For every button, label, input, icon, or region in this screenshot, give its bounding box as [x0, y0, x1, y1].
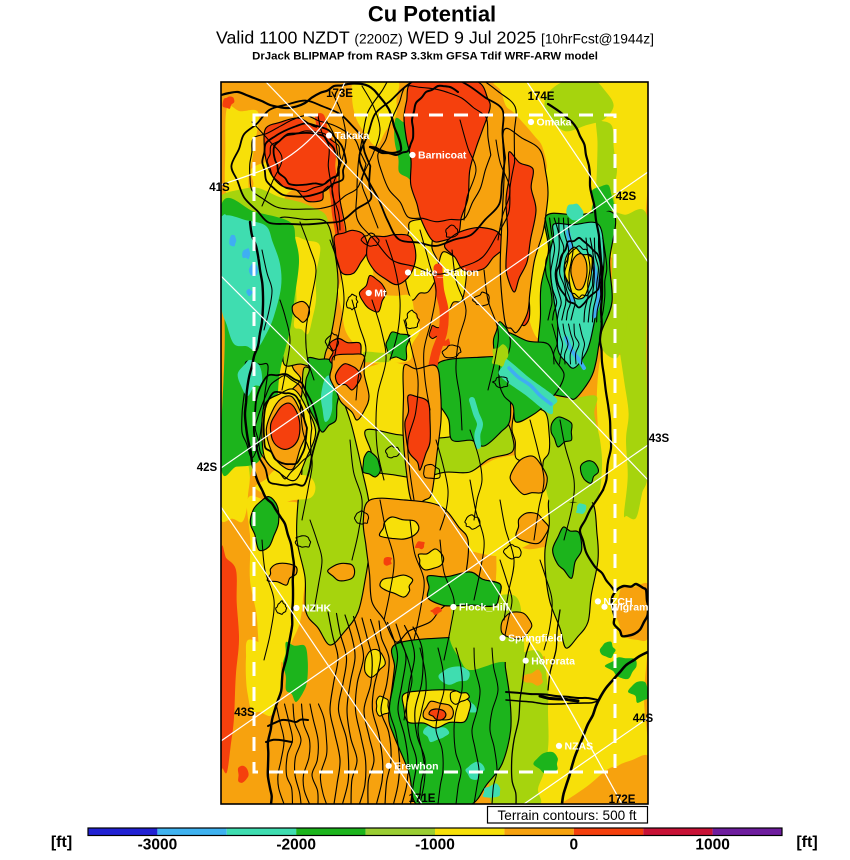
svg-text:42S: 42S: [616, 191, 637, 203]
svg-text:Wigram: Wigram: [610, 601, 648, 613]
svg-text:171E: 171E: [409, 793, 436, 805]
svg-text:0: 0: [569, 837, 578, 854]
svg-text:-2000: -2000: [276, 837, 316, 854]
svg-text:Lake_Station: Lake_Station: [414, 267, 479, 279]
svg-text:174E: 174E: [528, 91, 555, 103]
svg-text:173E: 173E: [326, 88, 353, 100]
svg-text:Mt: Mt: [374, 288, 387, 300]
svg-text:Flock_Hill: Flock_Hill: [459, 602, 509, 614]
svg-text:41S: 41S: [209, 182, 230, 194]
svg-text:Erewhon: Erewhon: [394, 760, 438, 772]
svg-text:NZCH: NZCH: [603, 596, 632, 608]
svg-text:DrJack BLIPMAP from RASP 3.3km: DrJack BLIPMAP from RASP 3.3km GFSA Tdif…: [252, 51, 598, 63]
svg-text:42S: 42S: [197, 462, 218, 474]
svg-text:43S: 43S: [649, 433, 670, 445]
svg-text:-1000: -1000: [415, 837, 455, 854]
svg-text:Cu Potential: Cu Potential: [368, 2, 496, 27]
svg-text:[ft]: [ft]: [51, 834, 72, 851]
svg-text:43S: 43S: [234, 707, 255, 719]
svg-text:44S: 44S: [633, 713, 654, 725]
svg-text:NZAS: NZAS: [565, 741, 594, 753]
svg-text:Valid 1100 NZDT (2200Z) WED 9: Valid 1100 NZDT (2200Z) WED 9 Jul 2025 […: [216, 28, 654, 48]
svg-text:Omaka: Omaka: [537, 117, 572, 129]
svg-text:Terrain contours: 500 ft: Terrain contours: 500 ft: [497, 808, 636, 823]
svg-text:Barnicoat: Barnicoat: [418, 150, 467, 162]
svg-text:[ft]: [ft]: [796, 834, 817, 851]
svg-text:Takaka: Takaka: [335, 130, 370, 142]
svg-text:NZHK: NZHK: [302, 603, 332, 615]
svg-text:172E: 172E: [609, 794, 636, 806]
svg-text:-3000: -3000: [138, 837, 178, 854]
svg-text:1000: 1000: [695, 837, 729, 854]
svg-text:Springfield: Springfield: [508, 633, 563, 645]
svg-text:Hororata: Hororata: [531, 655, 575, 667]
